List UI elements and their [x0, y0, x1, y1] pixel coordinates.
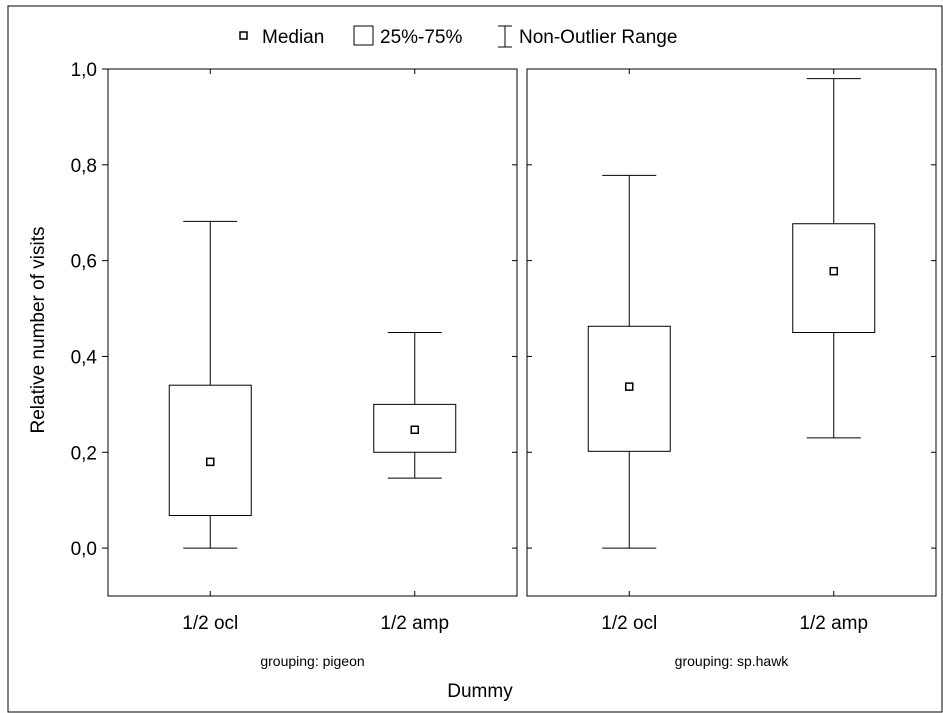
- median-marker: [410, 425, 419, 435]
- panel-frame-pigeon: [107, 68, 518, 597]
- group-label: grouping: sp.hawk: [675, 653, 790, 669]
- y-axis-title: Relative number of visits: [28, 227, 49, 434]
- x-tick-label: 1/2 amp: [380, 613, 449, 634]
- x-axis-title: Dummy: [447, 681, 513, 702]
- legend-median-marker: [239, 31, 248, 40]
- figure-border: [7, 5, 943, 713]
- y-tick-label: 0,4: [71, 347, 98, 368]
- iqr-box: [587, 325, 671, 452]
- legend-whisker-label: Non-Outlier Range: [519, 27, 677, 48]
- y-tick-label: 0,8: [71, 156, 97, 177]
- y-axis-ticks: 0,0 0,2 0,4 0,6 0,8 1,0: [71, 60, 936, 560]
- panel-1: 1/2 ocl 1/2 amp grouping: sp.hawk: [587, 69, 876, 669]
- box-0: 1/2 ocl: [168, 69, 252, 634]
- iqr-box: [792, 223, 876, 334]
- legend-median-label: Median: [262, 27, 324, 48]
- group-label: grouping: pigeon: [260, 653, 364, 669]
- panel-frame-sp-hawk: [526, 68, 937, 597]
- x-tick-label: 1/2 amp: [799, 613, 868, 634]
- x-tick-label: 1/2 ocl: [601, 613, 657, 634]
- legend: Median 25%-75% Non-Outlier Range: [239, 25, 677, 48]
- y-tick-label: 0,0: [71, 539, 97, 560]
- y-tick-label: 0,2: [71, 443, 97, 464]
- median-marker: [206, 457, 215, 467]
- median-marker: [829, 266, 838, 276]
- legend-whisker-marker: [498, 25, 512, 48]
- box-1: 1/2 amp: [792, 69, 876, 634]
- y-tick-label: 1,0: [71, 60, 97, 81]
- legend-box-marker: [353, 25, 374, 46]
- y-tick-label: 0,6: [71, 252, 97, 273]
- median-marker: [625, 382, 634, 391]
- box-0: 1/2 ocl: [587, 69, 671, 634]
- legend-box-label: 25%-75%: [380, 27, 462, 48]
- panel-0: 1/2 ocl 1/2 amp grouping: pigeon: [168, 69, 457, 669]
- x-tick-label: 1/2 ocl: [182, 613, 238, 634]
- box-1: 1/2 amp: [373, 69, 457, 634]
- iqr-box: [168, 384, 252, 517]
